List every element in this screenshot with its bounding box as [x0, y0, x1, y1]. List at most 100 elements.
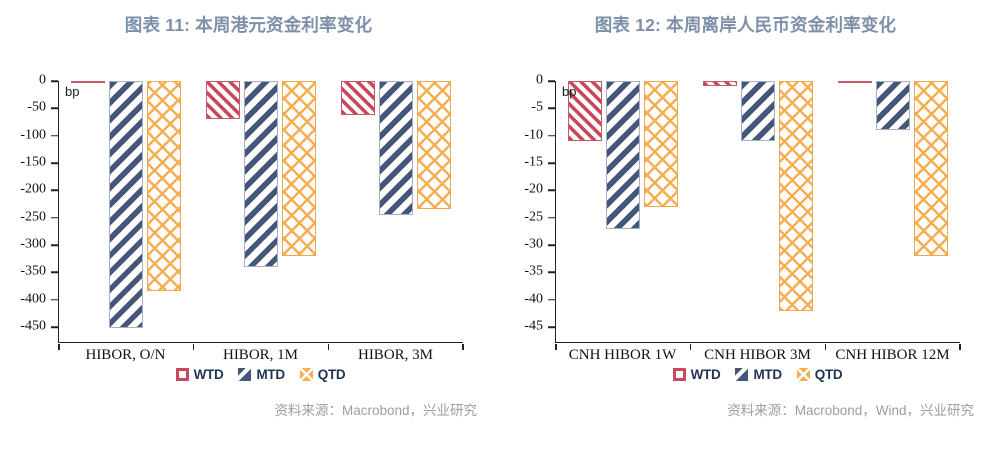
bar-mtd	[244, 81, 278, 267]
wtd-swatch-icon	[672, 368, 686, 381]
y-tick-label: -25	[524, 209, 543, 225]
y-tick-mark	[548, 107, 555, 110]
bar-qtd	[282, 81, 316, 256]
bar-group	[556, 81, 691, 342]
category-label: CNH HIBOR 1W	[568, 347, 677, 363]
legend-item-qtd: QTD	[299, 367, 346, 382]
y-tick-mark	[548, 326, 555, 328]
y-tick-label: -20	[524, 182, 543, 198]
bar-wtd	[837, 81, 872, 83]
y-tick-mark	[548, 189, 555, 192]
x-tick-mark	[824, 343, 827, 350]
source-note: 资料来源：Macrobond，Wind，兴业研究	[727, 403, 974, 418]
wtd-swatch-icon	[175, 368, 189, 381]
y-tick-label: -30	[524, 236, 543, 252]
bar-mtd	[875, 81, 910, 131]
plot-area: bp	[555, 81, 961, 350]
y-tick-label: -350	[20, 264, 46, 280]
legend-label: WTD	[193, 367, 224, 382]
x-tick-mark	[689, 343, 692, 350]
legend-label: MTD	[256, 367, 285, 382]
legend-label: MTD	[753, 367, 782, 382]
legend: WTD MTD QTD	[58, 367, 463, 382]
chart-title: 图表 11: 本周港元资金利率变化	[124, 15, 373, 35]
bar-mtd	[109, 81, 144, 329]
y-tick-mark	[548, 162, 555, 164]
bar-qtd	[644, 81, 679, 207]
qtd-swatch-icon	[299, 368, 313, 381]
bar-chart-hkd: 0 -50 -100 -150 -200 -250 -300 -350 -400 -450 bp	[0, 73, 497, 350]
bar-group	[328, 81, 463, 342]
bar-group	[59, 81, 194, 342]
y-tick-mark	[548, 271, 555, 274]
legend-item-qtd: QTD	[796, 367, 843, 382]
y-tick-label: -100	[20, 127, 46, 143]
bar-chart-cnh: 0 -5 -10 -15 -20 -25 -30 -35 -40 -45 bp	[497, 73, 994, 350]
legend-label: QTD	[317, 367, 346, 382]
y-tick-mark	[51, 107, 58, 110]
x-tick-mark	[192, 343, 195, 350]
y-axis: 0 -5 -10 -15 -20 -25 -30 -35 -40 -45	[497, 73, 555, 343]
plot-area: bp	[58, 81, 464, 350]
legend-item-mtd: MTD	[238, 367, 285, 382]
y-tick-mark	[51, 244, 58, 246]
y-tick-label: -5	[531, 100, 543, 116]
y-tick-label: -150	[20, 154, 46, 170]
y-tick-label: -15	[524, 154, 543, 170]
bar-wtd	[206, 81, 240, 120]
y-tick-mark	[51, 80, 58, 82]
bar-mtd	[606, 81, 641, 229]
source-note: 资料来源：Macrobond，兴业研究	[274, 403, 477, 418]
x-axis-category-labels: CNH HIBOR 1W CNH HIBOR 3M CNH HIBOR 12M	[555, 347, 960, 364]
y-tick-mark	[548, 216, 555, 219]
bar-groups	[556, 81, 960, 342]
qtd-swatch-icon	[796, 368, 810, 381]
y-tick-mark	[548, 80, 555, 82]
y-tick-mark	[51, 189, 58, 192]
category-label: CNH HIBOR 12M	[835, 347, 950, 363]
x-tick-mark	[462, 343, 464, 350]
x-tick-mark	[327, 343, 330, 350]
mtd-swatch-icon	[735, 368, 749, 381]
y-tick-label: -50	[27, 100, 46, 116]
bar-group	[825, 81, 960, 342]
bar-wtd	[340, 81, 375, 115]
legend-label: QTD	[814, 367, 843, 382]
y-tick-mark	[548, 298, 555, 301]
y-tick-mark	[51, 134, 58, 137]
x-axis-category-labels: HIBOR, O/N HIBOR, 1M HIBOR, 3M	[58, 347, 463, 364]
unit-label: bp	[562, 84, 577, 99]
y-tick-mark	[51, 216, 58, 219]
bar-wtd	[568, 81, 603, 142]
bar-qtd	[913, 81, 948, 256]
y-tick-mark	[548, 244, 555, 246]
y-tick-label: -300	[20, 236, 46, 252]
x-tick-mark	[58, 343, 60, 350]
y-tick-mark	[51, 271, 58, 274]
legend-label: WTD	[690, 367, 721, 382]
category-label: HIBOR, 1M	[222, 347, 298, 363]
bar-qtd	[147, 81, 182, 292]
y-tick-mark	[548, 134, 555, 137]
legend-item-mtd: MTD	[735, 367, 782, 382]
bar-wtd	[703, 81, 737, 87]
bar-group	[194, 81, 329, 342]
y-tick-label: -10	[524, 127, 543, 143]
y-tick-label: -200	[20, 182, 46, 198]
bar-wtd	[71, 81, 106, 83]
y-tick-label: 0	[39, 72, 46, 88]
y-tick-label: -400	[20, 291, 46, 307]
y-tick-label: -250	[20, 209, 46, 225]
y-tick-label: -45	[524, 318, 543, 334]
bar-qtd	[779, 81, 813, 311]
y-tick-mark	[51, 162, 58, 164]
y-tick-label: -35	[524, 264, 543, 280]
x-tick-mark	[959, 343, 961, 350]
legend-item-wtd: WTD	[175, 367, 224, 382]
chart-panel-hkd: 图表 11: 本周港元资金利率变化 0 -50 -100 -150 -200 -250 -3…	[0, 0, 497, 452]
bar-group	[691, 81, 826, 342]
mtd-swatch-icon	[238, 368, 252, 381]
y-tick-label: 0	[536, 72, 543, 88]
legend-item-wtd: WTD	[672, 367, 721, 382]
